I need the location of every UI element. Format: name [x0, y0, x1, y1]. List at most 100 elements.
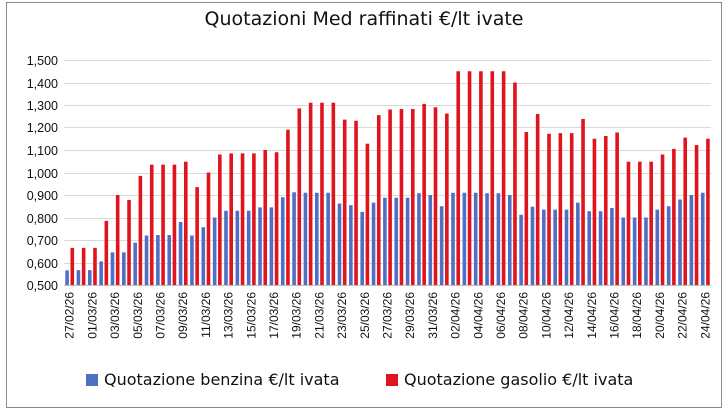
bar-benzina	[439, 206, 444, 285]
bar-benzina	[190, 235, 194, 285]
bar-benzina	[462, 192, 467, 285]
bar-gasolio	[501, 71, 506, 285]
bar-gasolio	[569, 133, 574, 286]
bar-benzina	[349, 205, 353, 286]
bar-gasolio	[467, 71, 472, 285]
bar-benzina	[314, 192, 319, 285]
bar-benzina	[689, 195, 694, 285]
x-tick-label: 29/03/26	[403, 292, 417, 339]
bar-benzina	[292, 192, 296, 285]
x-tick-label: 09/03/26	[176, 292, 190, 339]
bar-benzina	[405, 197, 410, 285]
bar-gasolio	[70, 247, 75, 286]
bar-benzina	[473, 192, 478, 285]
bar-gasolio	[694, 145, 699, 285]
bar-benzina	[542, 209, 546, 286]
bar-gasolio	[206, 172, 211, 285]
bar-benzina	[201, 227, 206, 285]
bar-gasolio	[445, 113, 449, 285]
bar-gasolio	[706, 138, 710, 285]
x-tick-label: 04/04/26	[471, 292, 485, 339]
bar-gasolio	[376, 115, 381, 285]
bar-benzina	[530, 206, 535, 285]
bar-benzina	[598, 211, 603, 285]
bar-gasolio	[513, 82, 517, 285]
chart-frame	[6, 2, 722, 408]
bar-gasolio	[683, 137, 688, 286]
x-tick-label: 06/04/26	[494, 292, 508, 339]
x-tick-label: 05/03/26	[131, 292, 145, 339]
legend-item-benzina: Quotazione benzina €/lt ivata	[86, 370, 340, 389]
bar-benzina	[99, 261, 103, 286]
bar-benzina	[587, 211, 592, 285]
bar-gasolio	[252, 153, 256, 286]
y-tick-label: 0,800	[27, 212, 58, 226]
bar-benzina	[383, 197, 387, 285]
x-tick-label: 19/03/26	[290, 292, 304, 339]
bar-gasolio	[138, 175, 143, 286]
bar-benzina	[519, 214, 523, 285]
bar-benzina	[235, 210, 240, 285]
bar-gasolio	[558, 133, 563, 286]
x-tick-label: 15/03/26	[244, 292, 258, 339]
bar-benzina	[326, 192, 330, 285]
bar-gasolio	[581, 118, 585, 285]
legend-swatch-gasolio	[386, 373, 398, 386]
x-tick-label: 22/04/26	[676, 292, 690, 339]
bar-gasolio	[592, 138, 597, 285]
y-axis-ticks: 0,500 0,600 0,700 0,800 0,900 1,000 1,100 1,200…	[27, 54, 58, 293]
bar-benzina	[564, 209, 569, 286]
x-tick-label: 10/04/26	[539, 292, 553, 339]
bar-benzina	[621, 217, 626, 285]
y-tick-label: 1,200	[27, 121, 58, 135]
bar-benzina	[76, 270, 81, 285]
bar-gasolio	[422, 103, 426, 286]
bar-gasolio	[365, 143, 370, 285]
bar-gasolio	[649, 161, 653, 285]
bar-gasolio	[331, 102, 336, 285]
bar-gasolio	[81, 247, 86, 286]
x-tick-label: 03/03/26	[108, 292, 122, 339]
bar-gasolio	[354, 120, 358, 285]
bar-gasolio	[479, 71, 483, 285]
bar-gasolio	[638, 161, 642, 285]
x-tick-label: 11/03/26	[199, 292, 213, 338]
bar-benzina	[212, 217, 217, 285]
bar-benzina	[144, 235, 149, 285]
y-tick-label: 1,000	[27, 167, 58, 181]
bar-benzina	[133, 242, 137, 285]
bar-gasolio	[626, 161, 631, 285]
bar-gasolio	[342, 119, 347, 286]
bar-benzina	[110, 252, 115, 286]
legend-label-benzina: Quotazione benzina €/lt ivata	[104, 370, 340, 389]
legend-swatch-benzina	[86, 373, 98, 386]
y-tick-label: 0,700	[27, 234, 58, 248]
bar-gasolio	[456, 71, 461, 285]
bar-benzina	[507, 195, 512, 285]
bar-benzina	[360, 211, 364, 286]
bar-benzina	[269, 207, 274, 286]
bar-gasolio	[127, 199, 131, 285]
bar-benzina	[417, 193, 421, 285]
bar-benzina	[700, 192, 705, 285]
x-tick-label: 12/04/26	[562, 292, 576, 339]
x-axis-ticks: 27/02/26 01/03/26 03/03/26 05/03/26 07/03/26…	[63, 292, 713, 339]
x-tick-label: 24/04/26	[698, 292, 712, 339]
bar-gasolio	[320, 102, 324, 285]
bar-gasolio	[172, 164, 177, 286]
bar-gasolio	[660, 154, 665, 285]
bar-gasolio	[388, 109, 392, 285]
bar-gasolio	[535, 114, 540, 285]
bar-benzina	[428, 195, 433, 285]
bar-benzina	[258, 207, 262, 286]
legend-label-gasolio: Quotazione gasolio €/lt ivata	[404, 370, 634, 389]
bar-gasolio	[524, 132, 529, 285]
bar-gasolio	[603, 136, 608, 285]
bar-gasolio	[399, 109, 404, 285]
bar-benzina	[178, 222, 183, 285]
bar-benzina	[394, 197, 399, 285]
bar-benzina	[678, 199, 682, 285]
bar-gasolio	[672, 148, 676, 286]
bar-benzina	[224, 210, 228, 285]
